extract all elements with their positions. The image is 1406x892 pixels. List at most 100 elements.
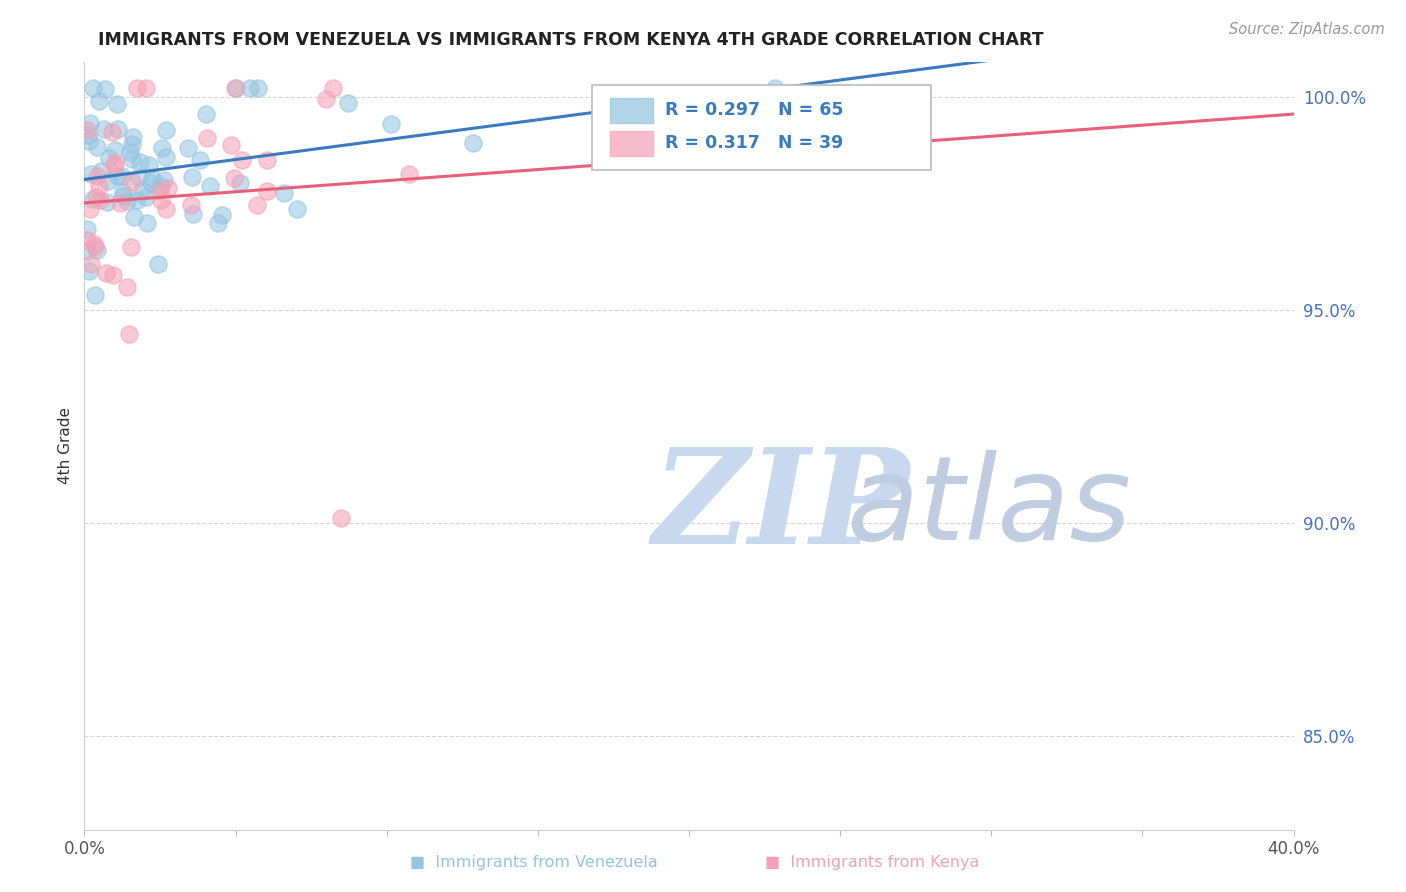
Point [128,169,150,184]
Point [156,181,179,195]
Point [89,178,111,193]
Point [101,268,124,283]
Point [181,206,204,220]
Point [84,240,107,254]
Point [115,280,138,294]
Point [76,122,98,136]
Point [225,81,247,95]
Point [315,91,337,105]
Text: ZIP: ZIP [652,442,910,572]
Point [188,153,211,168]
FancyBboxPatch shape [610,131,652,156]
Y-axis label: 4th Grade: 4th Grade [58,408,73,484]
Text: ■  Immigrants from Kenya: ■ Immigrants from Kenya [765,855,979,870]
Point [82,193,104,207]
Point [256,153,278,168]
Point [138,158,160,172]
Point [176,141,198,155]
Point [89,164,111,178]
Point [84,287,107,301]
Point [84,190,107,204]
Point [103,158,125,172]
Point [765,81,787,95]
Point [146,257,169,271]
Point [380,117,402,131]
Point [135,189,157,203]
Point [86,169,108,183]
Point [153,173,176,187]
Point [195,107,218,121]
Point [111,189,134,203]
Point [239,81,262,95]
Point [79,115,101,129]
Point [79,263,101,277]
Point [149,179,172,194]
Point [76,128,98,142]
Point [120,145,142,159]
Point [105,169,128,184]
Point [83,237,105,252]
Point [285,202,308,216]
Point [104,143,127,157]
Point [256,184,278,198]
Point [94,82,117,96]
Point [76,233,98,247]
Point [122,210,145,224]
Point [118,327,141,342]
Text: Source: ZipAtlas.com: Source: ZipAtlas.com [1229,22,1385,37]
Point [180,198,202,212]
Point [231,153,253,167]
Point [98,152,121,166]
Point [96,195,118,210]
Text: R = 0.297   N = 65: R = 0.297 N = 65 [665,101,844,119]
Point [111,169,134,183]
FancyBboxPatch shape [592,86,931,169]
Point [104,155,127,169]
Point [135,81,157,95]
Point [224,81,246,95]
Point [79,202,101,216]
Point [207,216,229,230]
Point [247,81,270,95]
Point [115,194,138,209]
Point [155,123,177,137]
Point [79,167,101,181]
Point [398,167,420,181]
Point [246,197,269,211]
FancyBboxPatch shape [610,98,652,123]
Point [155,202,177,216]
Point [139,176,162,190]
Point [94,266,117,280]
Point [461,136,484,150]
Point [135,216,157,230]
Point [181,170,204,185]
Point [76,244,98,259]
Point [93,122,115,136]
Point [337,95,360,110]
Point [149,184,172,198]
Point [121,175,143,189]
Point [141,170,163,185]
Point [77,134,100,148]
Point [122,129,145,144]
Text: R = 0.317   N = 39: R = 0.317 N = 39 [665,134,844,152]
Point [97,174,120,188]
Point [120,240,142,254]
Point [131,183,153,197]
Point [229,176,252,190]
Point [86,243,108,257]
Point [155,149,177,163]
Text: atlas: atlas [846,450,1132,565]
Point [219,137,242,152]
Point [211,208,233,222]
Point [111,185,134,199]
Point [273,186,295,201]
Point [76,222,98,236]
Point [150,141,173,155]
Point [89,94,111,108]
Point [107,97,129,112]
Point [107,121,129,136]
Point [222,171,245,186]
Point [128,154,150,169]
Point [86,140,108,154]
